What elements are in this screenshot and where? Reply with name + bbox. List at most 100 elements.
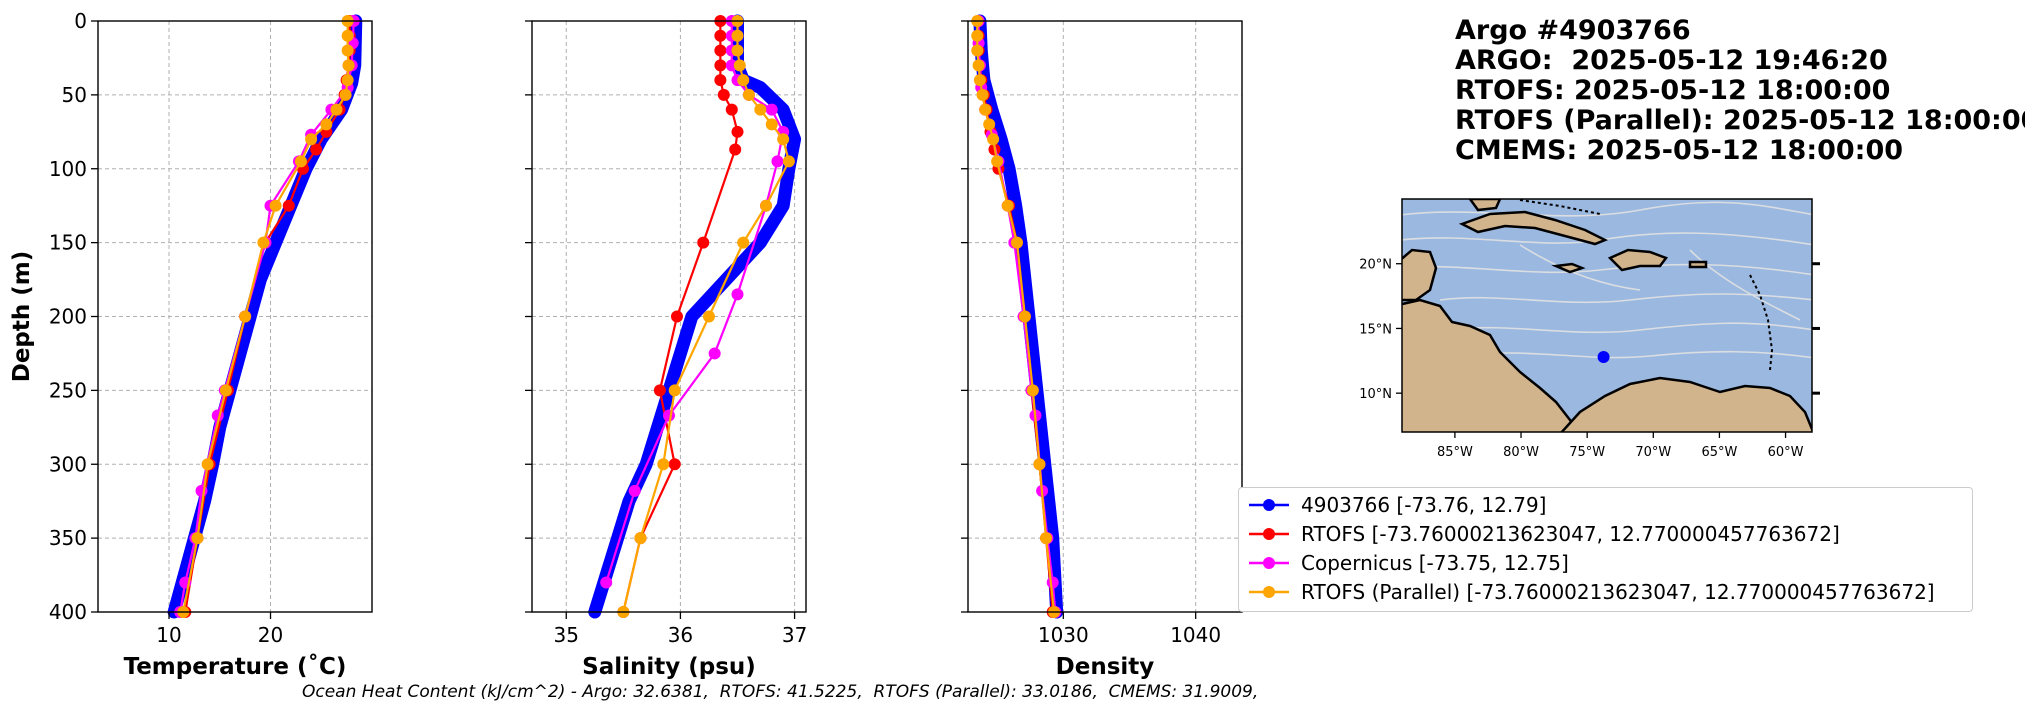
bahamas xyxy=(1519,199,1601,215)
y-tick-label: 0 xyxy=(74,9,87,33)
map-lon-label: 60°W xyxy=(1768,445,1804,460)
x-tick-label: 1030 xyxy=(1038,623,1089,647)
map-lon-label: 85°W xyxy=(1437,445,1473,460)
map-frame xyxy=(1401,198,1813,433)
map-lat-label: 10°N xyxy=(1359,387,1392,402)
x-tick-label: 10 xyxy=(156,623,181,647)
map-content xyxy=(1402,199,1812,432)
argo-float-marker xyxy=(1597,351,1610,364)
data-point-parallel xyxy=(257,236,270,249)
data-point-parallel xyxy=(979,103,992,116)
data-point-rtofs xyxy=(668,458,681,471)
streamline xyxy=(1449,322,1812,334)
data-point-copernicus xyxy=(708,347,721,360)
data-point-parallel xyxy=(987,133,1000,146)
y-axis-label: Depth (m) xyxy=(9,251,35,383)
map-lat-label: 20°N xyxy=(1359,258,1392,273)
data-point-parallel xyxy=(702,310,715,323)
lesser-antilles xyxy=(1749,274,1774,371)
data-point-rtofs xyxy=(310,143,323,156)
data-point-parallel xyxy=(733,59,746,72)
data-point-rtofs xyxy=(714,29,727,42)
series-parallel xyxy=(177,15,355,618)
data-point-rtofs xyxy=(714,74,727,87)
legend-swatch-parallel xyxy=(1249,586,1289,598)
y-tick-label: 150 xyxy=(49,231,87,255)
map-lon-label: 70°W xyxy=(1635,445,1671,460)
streamline xyxy=(1402,263,1812,276)
land-south-america xyxy=(1560,376,1812,432)
map-lon-label: 65°W xyxy=(1701,445,1737,460)
data-point-parallel xyxy=(657,458,670,471)
streamline xyxy=(1402,201,1812,217)
data-point-rtofs xyxy=(653,384,666,397)
data-point-parallel xyxy=(342,59,355,72)
map-tick-labels: 85°W 80°W 75°W 70°W 65°W 60°W 20°N 15°N 10°N xyxy=(1359,258,1820,460)
data-point-copernicus xyxy=(195,484,208,497)
inset-map: 85°W 80°W 75°W 70°W 65°W 60°W 20°N 15°N 10°N xyxy=(1359,198,1820,460)
data-point-rtofs xyxy=(697,236,710,249)
map-lon-label: 80°W xyxy=(1503,445,1539,460)
data-point-parallel xyxy=(339,88,352,101)
legend-label-parallel: RTOFS (Parallel) [-73.76000213623047, 12… xyxy=(1301,580,1935,604)
data-point-parallel xyxy=(219,384,232,397)
data-point-parallel xyxy=(782,155,795,168)
profile-panel-1: 0 50 100 150 200 250 300 350 400 10 20 Temperature … xyxy=(9,9,373,680)
y-tick-label: 400 xyxy=(49,600,87,624)
data-point-parallel xyxy=(341,74,354,87)
data-point-parallel xyxy=(201,458,214,471)
profile-panels: 0 50 100 150 200 250 300 350 400 10 20 Temperature … xyxy=(9,9,1243,680)
data-point-rtofs xyxy=(714,59,727,72)
legend-item-copernicus: Copernicus [-73.75, 12.75] xyxy=(1247,549,1569,577)
data-point-parallel xyxy=(191,532,204,545)
y-tick-label: 200 xyxy=(49,305,87,329)
data-point-parallel xyxy=(239,310,252,323)
x-tick-label: 35 xyxy=(554,623,579,647)
legend-swatch-argo xyxy=(1249,499,1289,511)
data-point-parallel xyxy=(294,155,307,168)
y-tick-label: 300 xyxy=(49,452,87,476)
data-point-rtofs xyxy=(729,143,742,156)
series-argo xyxy=(973,14,1064,619)
header-title: Argo #4903766 xyxy=(1455,15,1691,46)
ocean-heat-content-note: Ocean Heat Content (kJ/cm^2) - Argo: 32.… xyxy=(302,682,1259,702)
data-point-parallel xyxy=(754,103,767,116)
data-point-copernicus xyxy=(731,288,744,301)
data-point-rtofs xyxy=(717,88,730,101)
data-point-parallel xyxy=(976,88,989,101)
y-tick-label: 350 xyxy=(49,526,87,550)
y-tick-label: 50 xyxy=(62,83,87,107)
header-block: Argo #4903766 ARGO: 2025-05-12 19:46:20 … xyxy=(1455,16,2025,166)
x-axis-label: Salinity (psu) xyxy=(582,654,756,680)
map-land xyxy=(1402,199,1812,432)
profile-panel-3: 1030 1040 Density xyxy=(961,14,1243,680)
land-jamaica xyxy=(1551,262,1586,274)
legend-label-copernicus: Copernicus [-73.75, 12.75] xyxy=(1301,551,1569,575)
data-point-parallel xyxy=(341,44,354,57)
data-point-parallel xyxy=(777,133,790,146)
data-point-copernicus xyxy=(628,484,641,497)
data-point-parallel xyxy=(737,236,750,249)
profile-panel-2: 35 36 37 Salinity (psu) xyxy=(525,14,807,680)
data-point-parallel xyxy=(1010,236,1023,249)
data-point-parallel xyxy=(991,155,1004,168)
map-lon-label: 75°W xyxy=(1569,445,1605,460)
land-florida xyxy=(1468,199,1502,212)
data-point-parallel xyxy=(668,384,681,397)
data-point-parallel xyxy=(341,29,354,42)
data-point-parallel xyxy=(731,44,744,57)
land-yucatan xyxy=(1402,248,1438,302)
data-point-parallel xyxy=(737,74,750,87)
data-point-copernicus xyxy=(765,103,778,116)
legend-label-argo: 4903766 [-73.76, 12.79] xyxy=(1301,493,1547,517)
land-hispaniola xyxy=(1607,248,1669,272)
data-point-parallel xyxy=(1026,384,1039,397)
data-point-copernicus xyxy=(1046,576,1059,589)
data-point-parallel xyxy=(983,118,996,131)
streamline xyxy=(1689,249,1801,321)
legend-item-argo: 4903766 [-73.76, 12.79] xyxy=(1247,491,1546,519)
land-puerto-rico xyxy=(1688,260,1708,269)
header-line-rtofs: RTOFS: 2025-05-12 18:00:00 xyxy=(1455,75,1891,106)
data-point-parallel xyxy=(972,59,985,72)
